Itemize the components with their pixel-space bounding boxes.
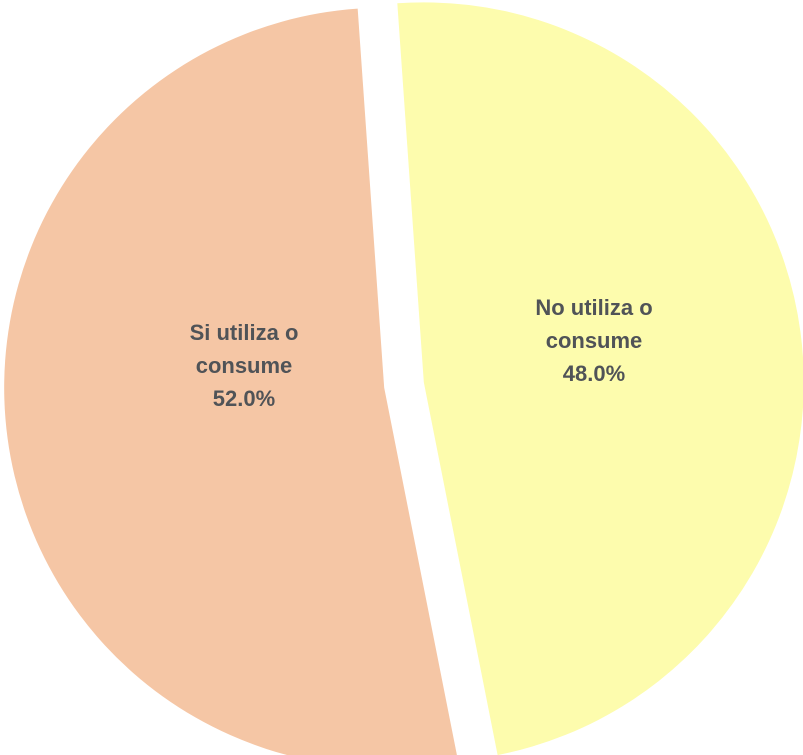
pie-slice-label-line: 48.0% xyxy=(563,361,625,386)
pie-slice-label-1: No utiliza o consume 48.0% xyxy=(535,295,652,386)
pie-slice-label-line: consume xyxy=(196,353,293,378)
pie-slice-2 xyxy=(4,8,457,755)
pie-slice-1 xyxy=(397,2,803,755)
pie-slice-label-2: Si utiliza o consume 52.0% xyxy=(190,320,299,411)
pie-slice-label-line: Si utiliza o xyxy=(190,320,299,345)
pie-slice-label-line: 52.0% xyxy=(213,386,275,411)
pie-slice-label-line: No utiliza o xyxy=(535,295,652,320)
pie-slice-label-line: consume xyxy=(546,328,643,353)
